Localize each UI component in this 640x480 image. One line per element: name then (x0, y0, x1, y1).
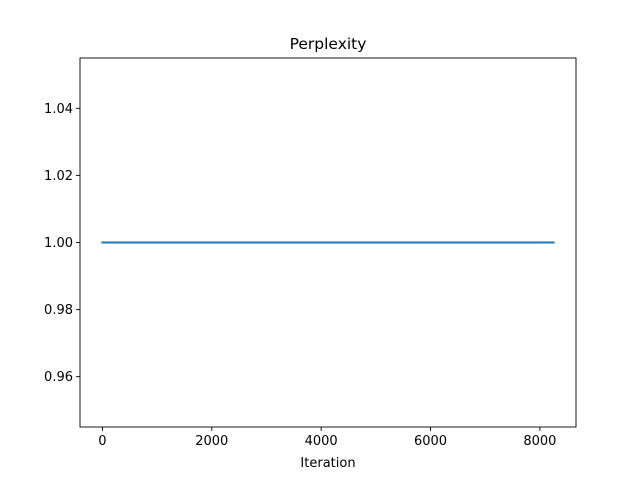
x-axis-ticks: 0 2000 4000 6000 8000 (98, 427, 556, 449)
y-tick-label: 1.02 (44, 169, 73, 184)
x-tick-label: 6000 (414, 434, 447, 449)
y-tick-label: 0.96 (44, 370, 73, 385)
plot-area-frame (79, 57, 577, 428)
y-axis-ticks: 0.96 0.98 1.00 1.02 1.04 (44, 102, 80, 385)
y-tick-label: 1.00 (44, 236, 73, 251)
x-tick-label: 4000 (305, 434, 338, 449)
y-tick-label: 1.04 (44, 102, 73, 117)
x-axis-label: Iteration (300, 456, 355, 471)
chart-title: Perplexity (290, 35, 367, 53)
y-tick-label: 0.98 (44, 303, 73, 318)
x-tick-label: 0 (98, 434, 106, 449)
x-tick-label: 8000 (523, 434, 556, 449)
x-tick-label: 2000 (195, 434, 228, 449)
